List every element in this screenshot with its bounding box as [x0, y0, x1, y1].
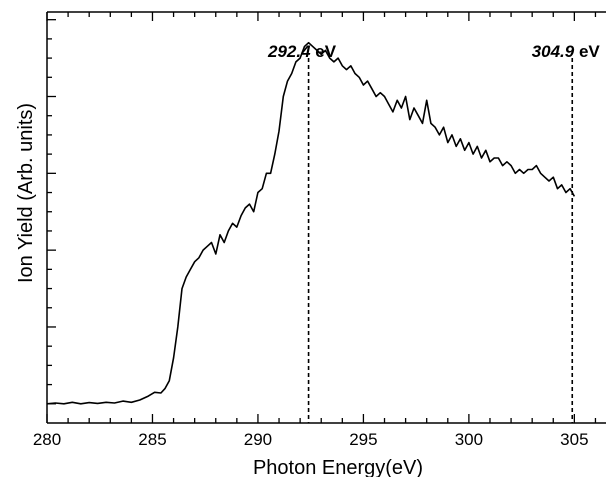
- axes-frame: [46, 11, 606, 424]
- x-tick-label: 290: [244, 430, 272, 449]
- x-tick-label: 280: [33, 430, 61, 449]
- x-tick-label: 285: [138, 430, 166, 449]
- annotation-unit: eV: [574, 42, 600, 61]
- x-axis-ticks: 280 285 290 295 300 305: [33, 12, 597, 449]
- x-tick-label: 300: [455, 430, 483, 449]
- y-axis-ticks: [47, 19, 56, 405]
- annotation-lines: 292.4 eV 304.9 eV: [267, 42, 600, 423]
- series-layer: [46, 41, 576, 405]
- x-axis-title: Photon Energy(eV): [253, 457, 423, 477]
- annotation-value: 292.4: [267, 42, 311, 61]
- y-axis-title: Ion Yield (Arb. units): [15, 103, 37, 283]
- x-tick-label: 305: [560, 430, 588, 449]
- annotation-value: 304.9: [532, 42, 575, 61]
- x-tick-label: 295: [349, 430, 377, 449]
- series-line: [46, 41, 576, 405]
- annotation-label: 304.9 eV: [532, 42, 601, 61]
